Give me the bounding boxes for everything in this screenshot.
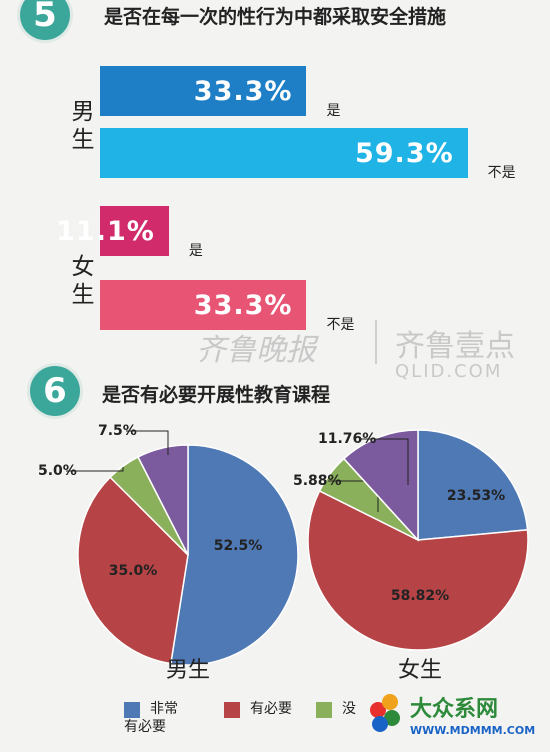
pie-value-label: 58.82% [391, 588, 449, 604]
bar-category-label: 不是 [326, 317, 355, 333]
group-label-char: 男 [71, 99, 95, 125]
bar-value-label: 33.3% [193, 75, 293, 107]
pie-slice-male-2 [109, 455, 189, 556]
pie-value-label: 35.0% [109, 563, 158, 579]
bar-value-label: 11.1% [56, 215, 155, 247]
legend-label: 有必要 [250, 700, 292, 718]
pie-value-label: 52.5% [214, 538, 263, 554]
watermark-qilu-evening: 齐鲁晚报 [196, 333, 316, 368]
bar-category-label: 不是 [487, 165, 516, 181]
legend-label-line: 有必要 [250, 701, 292, 717]
bar-category-label: 是 [188, 243, 203, 259]
pie-leader-line [66, 467, 124, 472]
pie-slice-male-0 [169, 444, 299, 666]
female-group-label: 女生 [68, 253, 98, 309]
section-5-title: 是否在每一次的性行为中都采取安全措施 [104, 6, 447, 28]
pie-leader-line [126, 430, 169, 455]
pie-value-label: 7.5% [98, 423, 137, 439]
watermark-qilu-yidian: 齐鲁壹点 [395, 329, 515, 364]
svg-text:WWW.MDMMM.COM: WWW.MDMMM.COM [410, 724, 535, 737]
legend-swatch [316, 702, 332, 718]
bar-value-label: 33.3% [193, 289, 293, 321]
watermark-url: QLID.COM [395, 361, 503, 382]
legend-label: 没 [342, 700, 356, 718]
bar-category-label: 是 [326, 103, 341, 119]
male-pie-title: 男生 [166, 658, 211, 683]
watermark-divider [375, 320, 377, 364]
pie-value-label: 11.76% [318, 431, 376, 447]
group-label-char: 生 [71, 282, 95, 308]
section-6-number: 6 [43, 371, 67, 411]
section-6-title: 是否有必要开展性教育课程 [102, 384, 331, 406]
pie-leader-line [360, 438, 409, 485]
male-group-label: 男生 [68, 98, 98, 154]
legend-swatch [224, 702, 240, 718]
legend-swatch [124, 702, 140, 718]
pie-slice-female-2 [318, 457, 419, 541]
section-5-number-badge: 5 [20, 0, 70, 40]
pie-value-label: 5.88% [293, 473, 342, 489]
site-logo: 大众系网 WWW.MDMMM.COM [358, 688, 550, 748]
bar-value-label: 59.3% [354, 137, 454, 169]
bar-male-no: 59.3% [100, 128, 468, 178]
pie-value-label: 23.53% [447, 488, 505, 504]
section-6-number-badge: 6 [30, 366, 80, 416]
bar-female-yes: 11.1% [56, 206, 169, 256]
pie-value-label: 5.0% [38, 463, 77, 479]
pie-slice-female-1 [307, 489, 529, 651]
legend-label-line: 没 [342, 701, 356, 717]
pie-slice-male-3 [137, 444, 189, 556]
legend-label: 非常有必要 [124, 700, 178, 736]
group-label-char: 生 [71, 127, 95, 153]
group-label-char: 女 [71, 254, 95, 280]
site-logo-graphic: 大众系网 WWW.MDMMM.COM [370, 694, 535, 737]
bar-female-no: 33.3% [100, 280, 307, 330]
pie-slice-female-3 [342, 429, 419, 542]
female-pie-title: 女生 [398, 658, 443, 683]
svg-text:大众系网: 大众系网 [410, 697, 498, 722]
legend-label-line: 有必要 [124, 719, 166, 735]
pie-slice-female-0 [417, 429, 529, 541]
pie-leader-line [328, 480, 379, 512]
bar-male-yes: 33.3% [100, 66, 307, 116]
legend-label-line: 非常 [150, 701, 178, 717]
section-5-number: 5 [33, 0, 57, 35]
pie-slice-male-1 [77, 476, 189, 665]
